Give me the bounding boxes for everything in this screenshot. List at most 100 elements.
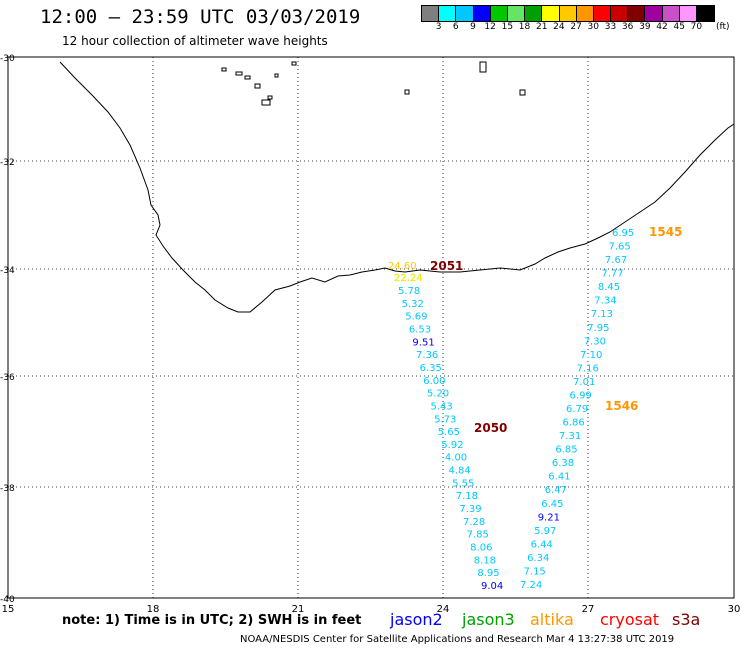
scale-swatch (490, 6, 508, 21)
credit-line: NOAA/NESDIS Center for Satellite Applica… (240, 634, 675, 645)
swh-value: 6.47 (545, 485, 567, 496)
swh-value: 5.92 (441, 440, 463, 451)
color-scale-labels: 3 6 9 12 15 18 21 24 27 30 33 36 39 42 45 70 (430, 22, 705, 32)
latitude-label: -38 (0, 484, 15, 494)
scale-unit: (ft) (716, 22, 730, 32)
swh-value: 6.41 (548, 472, 570, 483)
altimeter-track-a: 5.78 5.32 5.696.53 9.51 7.36 6.35 6.00 5.205.43… (398, 286, 503, 592)
grid-lines (8, 57, 734, 598)
swh-value: 7.34 (594, 296, 616, 307)
swh-value: 6.79 (566, 404, 588, 415)
longitude-label: 18 (147, 604, 160, 615)
scale-label: 70 (690, 22, 703, 32)
swh-value: 6.35 (420, 363, 442, 374)
track-a-label-1: 24.60 (388, 261, 417, 272)
scale-label: 18 (518, 22, 531, 32)
coastline (59, 61, 735, 313)
scale-swatch (542, 6, 560, 21)
swh-value: 7.65 (608, 242, 630, 253)
swh-value: 7.18 (456, 491, 478, 502)
swh-value: 5.69 (405, 312, 427, 323)
swh-value: 5.43 (430, 401, 452, 412)
swh-value: 6.86 (562, 418, 584, 429)
footer-note: note: 1) Time is in UTC; 2) SWH is in fe… (62, 613, 362, 628)
legend-altika: altika (530, 610, 574, 629)
longitude-label: 30 (728, 604, 740, 615)
swh-value: 8.06 (470, 543, 492, 554)
legend-s3a: s3a (672, 610, 701, 629)
track-a-label-2: 22.24 (394, 273, 423, 284)
swh-value: 4.00 (445, 453, 467, 464)
latitude-label: -32 (0, 158, 15, 168)
swh-value: 7.28 (463, 517, 485, 528)
longitude-label: 21 (292, 604, 305, 615)
scale-swatch (473, 6, 491, 21)
swh-value: 7.77 (601, 269, 623, 280)
track-a-time-mid: 2050 (474, 421, 507, 435)
scale-swatch (439, 6, 457, 21)
swh-value: 6.53 (409, 324, 431, 335)
swh-value: 7.39 (459, 504, 481, 515)
scale-label: 3 (435, 22, 442, 32)
map-frame (7, 56, 735, 599)
swh-value: 7.30 (584, 336, 606, 347)
longitude-labels: 15 18 21 24 27 30 (2, 604, 740, 615)
swh-value: 6.85 (555, 445, 577, 456)
scale-label: 27 (570, 22, 582, 32)
scale-label: 15 (501, 22, 514, 32)
legend-cryosat: cryosat (600, 610, 660, 629)
scale-swatch (456, 6, 474, 21)
scale-swatch (628, 6, 646, 21)
scale-swatch (593, 6, 612, 21)
scale-label: 9 (470, 22, 476, 32)
scale-label: 45 (673, 22, 685, 32)
track-a-time-start: 2051 (430, 259, 463, 273)
scale-label: 33 (604, 22, 617, 32)
swh-value: 7.24 (520, 580, 542, 591)
swh-value: 5.65 (438, 427, 460, 438)
scale-swatch (576, 6, 594, 21)
scale-swatch (645, 6, 663, 21)
swh-value: 6.38 (552, 458, 574, 469)
scale-label: 42 (656, 22, 668, 32)
swh-value: 7.10 (580, 350, 602, 361)
swh-value: 9.51 (412, 337, 434, 348)
swh-value: 6.99 (570, 390, 592, 401)
scale-label: 21 (535, 22, 548, 32)
map-subtitle: 12 hour collection of altimeter wave hei… (62, 34, 328, 48)
latitude-label: -36 (0, 373, 15, 383)
scale-swatch (507, 6, 526, 21)
swh-value: 7.15 (524, 566, 546, 577)
swh-value: 6.44 (531, 539, 553, 550)
swh-value: 7.36 (416, 350, 438, 361)
swh-value: 5.55 (452, 478, 474, 489)
longitude-label: 24 (437, 604, 450, 615)
scale-label: 12 (484, 22, 496, 32)
swh-value: 6.95 (612, 228, 634, 239)
swh-value: 6.00 (423, 376, 445, 387)
latitude-label: -40 (0, 595, 15, 605)
swh-value: 6.45 (541, 499, 563, 510)
swh-value: 5.78 (398, 286, 420, 297)
swh-value: 5.97 (534, 526, 556, 537)
swh-value: 4.84 (449, 466, 471, 477)
islands (221, 61, 526, 106)
wave-height-color-scale (421, 5, 716, 22)
scale-swatch (422, 6, 440, 21)
swh-value: 9.21 (538, 512, 560, 523)
swh-value: 6.34 (527, 553, 549, 564)
swh-value: 9.04 (481, 581, 503, 592)
swh-value: 8.18 (474, 555, 496, 566)
scale-swatch (611, 6, 629, 21)
track-b-time-mid: 1546 (605, 399, 638, 413)
swh-value: 5.32 (402, 299, 424, 310)
latitude-label: -30 (0, 54, 15, 64)
scale-label: 36 (621, 22, 634, 32)
latitude-labels: -30 -32 -34 -36 -38 -40 (0, 54, 15, 605)
swh-value: 7.01 (573, 377, 595, 388)
swh-value: 7.67 (605, 255, 627, 266)
scale-swatch (697, 6, 715, 21)
legend-jason2: jason2 (390, 610, 443, 629)
track-b-time-start: 1545 (649, 225, 682, 239)
